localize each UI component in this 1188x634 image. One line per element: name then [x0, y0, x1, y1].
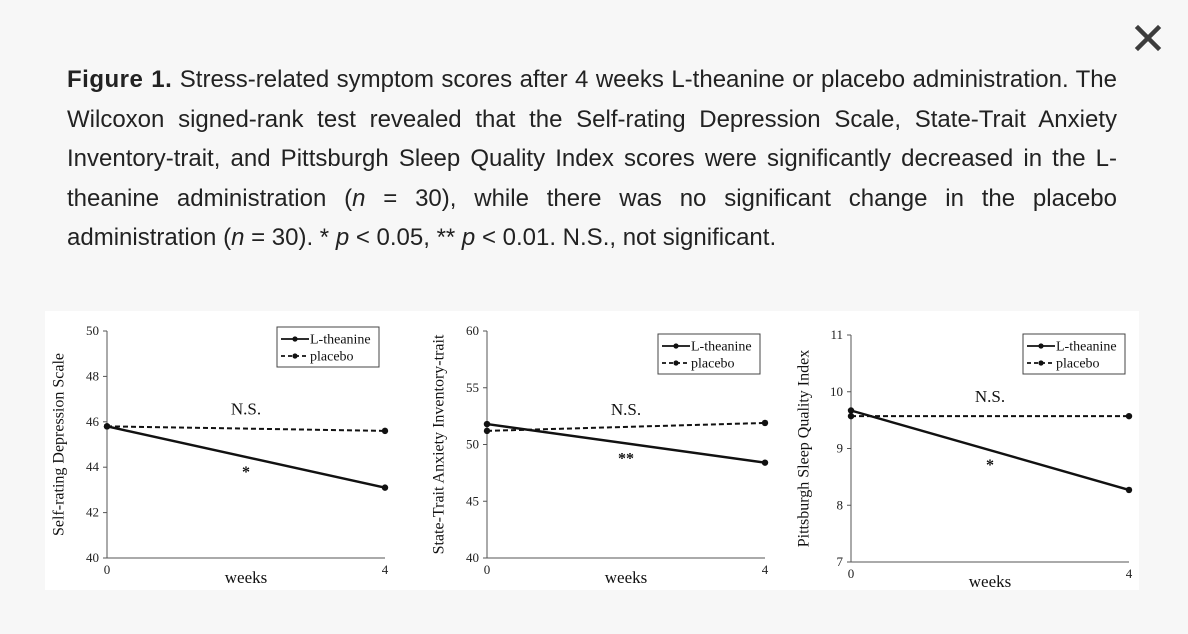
- legend-marker: [292, 353, 298, 359]
- data-point-l-theanine: [761, 459, 769, 466]
- p-symbol-1: p: [335, 224, 350, 252]
- x-tick-label: 4: [1126, 566, 1133, 581]
- series-line-placebo: [486, 421, 766, 432]
- series-line-placebo: [106, 425, 386, 432]
- y-tick-label: 46: [86, 414, 100, 429]
- y-tick-label: 50: [466, 437, 479, 452]
- y-axis-label: Pittsburgh Sleep Quality Index: [796, 350, 813, 547]
- x-axis-label: weeks: [225, 568, 267, 587]
- y-tick-label: 10: [830, 384, 843, 399]
- data-point-l-theanine: [1125, 486, 1133, 494]
- legend-box: [657, 333, 761, 375]
- x-tick-label: 0: [104, 562, 111, 577]
- n-symbol-1: n: [352, 184, 366, 212]
- y-tick-label: 44: [86, 459, 100, 474]
- series-line-l-theanine: [486, 422, 766, 464]
- data-point-placebo: [1125, 412, 1133, 420]
- caption-text-5: < 0.01. N.S., not significant.: [475, 224, 777, 252]
- y-tick-label: 7: [837, 554, 844, 569]
- legend-marker: [1038, 343, 1044, 349]
- n-symbol-2: n: [231, 224, 245, 252]
- x-axis-label: weeks: [969, 572, 1011, 590]
- legend-label: L-theanine: [691, 340, 752, 355]
- chart-2: 40 45 50 55 60 0 4 weeks State-Trait Anxiety Inv…: [431, 323, 769, 587]
- legend-marker: [673, 360, 679, 366]
- y-tick-label: 11: [830, 327, 843, 342]
- data-point-placebo: [761, 419, 769, 427]
- caption-text-4: < 0.05, **: [349, 224, 462, 252]
- chart-3: 7 8 9 10 11 0 4 weeks Pittsburgh Sleep Quality I…: [796, 327, 1133, 590]
- y-tick-label: 55: [466, 380, 479, 395]
- annotation-significance: *: [242, 464, 250, 481]
- y-tick-label: 8: [837, 497, 844, 512]
- x-tick-label: 4: [382, 562, 389, 577]
- data-point-placebo: [483, 427, 491, 435]
- legend-label: L-theanine: [1056, 340, 1117, 355]
- x-tick-label: 0: [848, 566, 855, 581]
- y-tick-label: 48: [86, 368, 99, 383]
- series-line-l-theanine: [106, 425, 386, 489]
- legend-box: [276, 326, 380, 368]
- annotation-significance: **: [618, 450, 634, 467]
- legend-label: placebo: [691, 357, 735, 372]
- p-symbol-2: p: [461, 224, 476, 252]
- y-tick-label: 42: [86, 505, 99, 520]
- close-icon[interactable]: [1130, 20, 1166, 56]
- legend-marker: [1038, 360, 1044, 366]
- x-tick-label: 4: [762, 562, 769, 577]
- y-tick-label: 60: [466, 323, 479, 338]
- y-tick-label: 40: [466, 550, 479, 565]
- figure-panel: 40 42 44 46 48 50 0 4 weeks Self-rating Depressio…: [45, 311, 1139, 590]
- data-point-placebo: [847, 412, 855, 420]
- data-point-placebo: [103, 423, 111, 430]
- y-tick-label: 40: [86, 550, 99, 565]
- x-tick-label: 0: [484, 562, 491, 577]
- legend-box: [1022, 333, 1126, 375]
- legend-label: placebo: [1056, 357, 1100, 372]
- y-axis-label: State-Trait Anxiety Inventory-trait: [431, 334, 448, 554]
- y-axis-label: Self-rating Depression Scale: [51, 353, 68, 536]
- caption-text-1: Stress-related symptom scores after 4 we…: [67, 66, 1117, 212]
- figure-caption: Figure 1. Stress-related symptom scores …: [67, 60, 1117, 258]
- legend-marker: [673, 343, 679, 349]
- annotation-significance: *: [986, 457, 994, 474]
- data-point-placebo: [381, 427, 389, 435]
- annotation-ns: N.S.: [975, 387, 1005, 406]
- legend-label: L-theanine: [310, 333, 371, 348]
- data-point-l-theanine: [847, 407, 855, 414]
- data-point-l-theanine: [483, 420, 491, 428]
- figure-label: Figure 1.: [67, 66, 173, 93]
- caption-text-2: = 30), while there was no significant ch…: [67, 184, 1117, 252]
- y-tick-label: 50: [86, 323, 99, 338]
- caption-text-3: = 30). *: [244, 224, 336, 252]
- chart-1: 40 42 44 46 48 50 0 4 weeks Self-rating Depressio…: [51, 323, 389, 587]
- series-line-l-theanine: [850, 409, 1130, 492]
- legend-label: placebo: [310, 350, 354, 365]
- y-tick-label: 45: [466, 493, 479, 508]
- y-tick-label: 9: [837, 441, 844, 456]
- annotation-ns: N.S.: [611, 400, 641, 419]
- data-point-l-theanine: [381, 484, 389, 491]
- x-axis-label: weeks: [605, 568, 647, 587]
- legend-marker: [292, 336, 298, 342]
- annotation-ns: N.S.: [231, 400, 261, 419]
